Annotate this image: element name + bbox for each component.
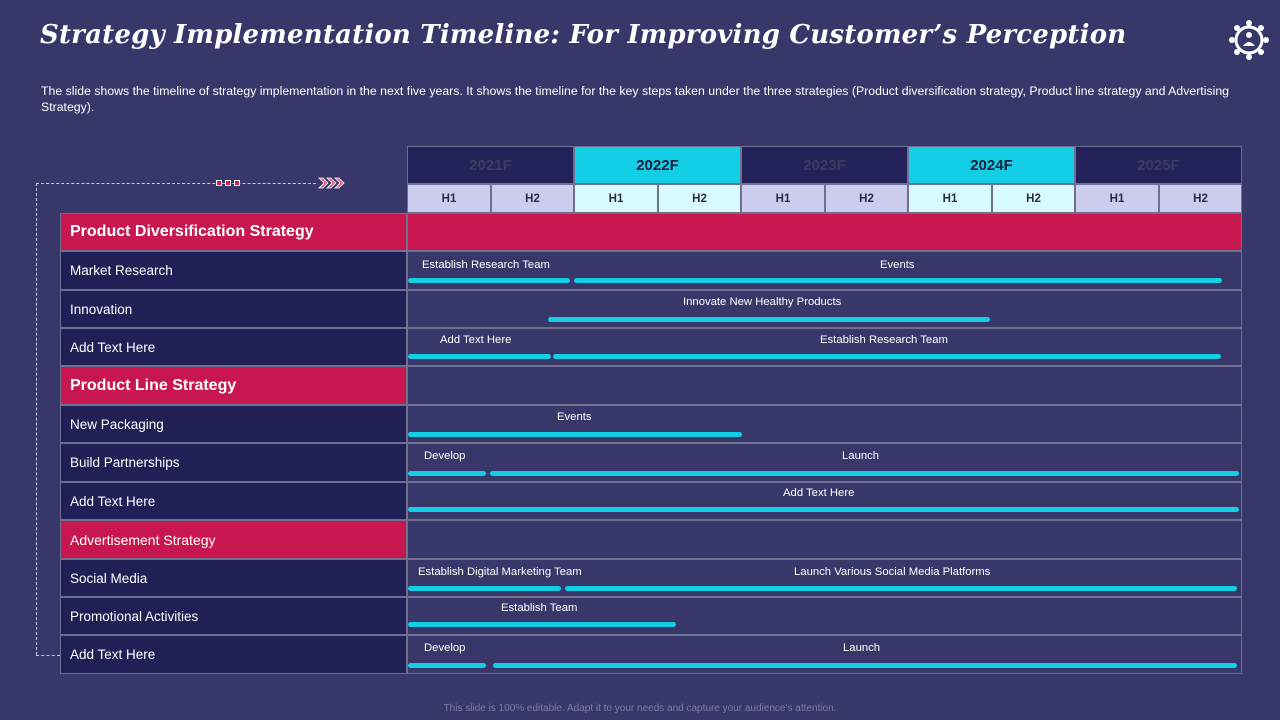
dot-icon	[225, 180, 231, 186]
row-label-build-partnerships: Build Partnerships	[60, 443, 407, 482]
timeline-bar	[493, 663, 1237, 668]
chevrons-right-icon	[318, 177, 345, 189]
bar-label: Establish Research Team	[820, 334, 948, 346]
bar-label: Launch Various Social Media Platforms	[794, 566, 991, 578]
category-row-empty	[407, 520, 1242, 559]
row-label-innovation: Innovation	[60, 290, 407, 328]
row-label-social-media: Social Media	[60, 559, 407, 597]
half-header: H1	[407, 184, 491, 213]
timeline-row: Develop Launch	[407, 635, 1242, 674]
timeline-bar	[565, 586, 1237, 591]
timeline-bar	[408, 507, 1239, 512]
category-row-bar	[407, 213, 1242, 251]
bar-label: Launch	[842, 450, 880, 462]
timeline-bar	[408, 586, 561, 591]
row-label-add-text: Add Text Here	[60, 635, 407, 674]
timeline-row: Develop Launch	[407, 443, 1242, 482]
footer-note: This slide is 100% editable. Adapt it to…	[443, 703, 837, 714]
bar-label: Develop	[424, 642, 466, 654]
half-header: H2	[825, 184, 908, 213]
connector-line	[36, 183, 37, 655]
row-label-promotional-activities: Promotional Activities	[60, 597, 407, 635]
category-row-empty	[407, 366, 1242, 405]
category-product-line: Product Line Strategy	[60, 366, 407, 405]
year-header-2024: 2024F	[908, 146, 1075, 184]
timeline-row: Add Text Here Establish Research Team	[407, 328, 1242, 366]
timeline-bar	[408, 354, 551, 359]
timeline-bar	[490, 471, 1239, 476]
bar-label: Add Text Here	[783, 487, 855, 499]
bar-label: Launch	[843, 642, 881, 654]
year-header-2022: 2022F	[574, 146, 741, 184]
half-header: H2	[658, 184, 741, 213]
bar-label: Add Text Here	[440, 334, 512, 346]
timeline-bar	[548, 317, 990, 322]
half-header: H2	[491, 184, 574, 213]
timeline-row: Establish Digital Marketing Team Launch …	[407, 559, 1242, 597]
half-header: H1	[574, 184, 658, 213]
slide-description: The slide shows the timeline of strategy…	[41, 84, 1229, 114]
dot-icon	[234, 180, 240, 186]
category-advertisement: Advertisement Strategy	[60, 520, 407, 559]
gear-person-icon	[1229, 20, 1269, 60]
timeline-row: Establish Team	[407, 597, 1242, 635]
half-header: H2	[1159, 184, 1242, 213]
bar-label: Establish Digital Marketing Team	[418, 566, 582, 578]
timeline-bar	[408, 622, 676, 627]
timeline-row: Events	[407, 405, 1242, 443]
bar-label: Innovate New Healthy Products	[683, 296, 842, 308]
half-header: H1	[908, 184, 992, 213]
timeline-bar	[408, 471, 486, 476]
timeline-bar	[408, 278, 570, 283]
row-label-new-packaging: New Packaging	[60, 405, 407, 443]
dot-icon	[216, 180, 222, 186]
half-header: H1	[741, 184, 825, 213]
timeline-bar	[408, 432, 742, 437]
timeline-row: Innovate New Healthy Products	[407, 290, 1242, 328]
timeline-row: Establish Research Team Events	[407, 251, 1242, 290]
half-header: H2	[992, 184, 1075, 213]
row-label-market-research: Market Research	[60, 251, 407, 290]
slide-title: Strategy Implementation Timeline: For Im…	[40, 20, 1127, 50]
bar-label: Establish Research Team	[422, 259, 550, 271]
bar-label: Develop	[424, 450, 466, 462]
year-header-2021: 2021F	[407, 146, 574, 184]
year-header-2023: 2023F	[741, 146, 908, 184]
connector-line	[36, 183, 316, 184]
row-label-add-text: Add Text Here	[60, 482, 407, 520]
timeline-bar	[553, 354, 1221, 359]
timeline-bar	[574, 278, 1222, 283]
timeline-row: Add Text Here	[407, 482, 1242, 520]
row-label-add-text: Add Text Here	[60, 328, 407, 366]
bar-label: Events	[557, 411, 592, 423]
half-header: H1	[1075, 184, 1159, 213]
year-header-2025: 2025F	[1075, 146, 1242, 184]
connector-line	[36, 655, 60, 656]
bar-label: Establish Team	[501, 602, 578, 614]
bar-label: Events	[880, 259, 915, 271]
timeline-bar	[408, 663, 486, 668]
category-product-diversification: Product Diversification Strategy	[60, 213, 407, 251]
